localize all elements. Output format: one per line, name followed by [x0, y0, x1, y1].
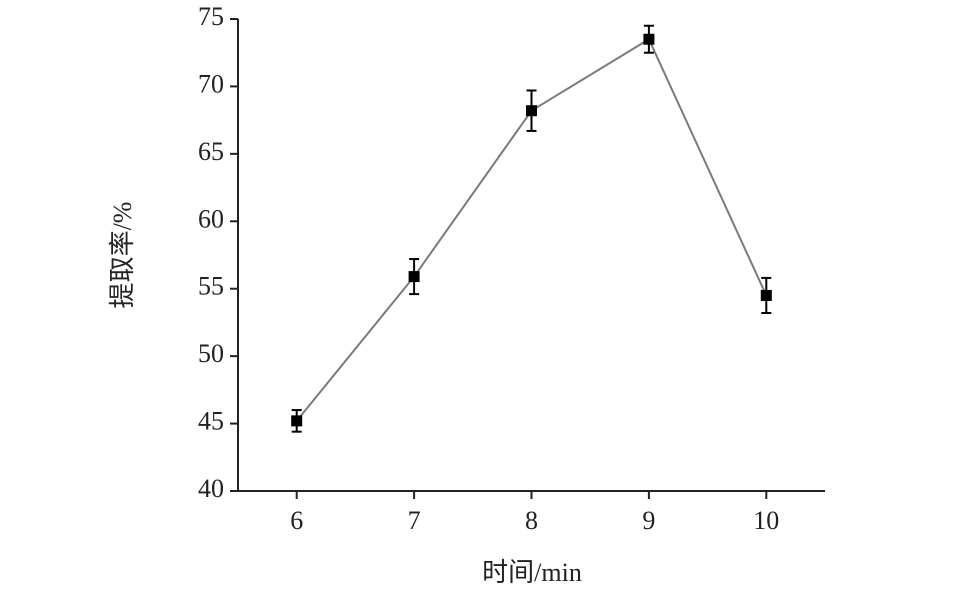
y-tick-label: 45 — [198, 407, 224, 436]
y-tick-label: 50 — [198, 339, 224, 368]
x-axis-label: 时间/min — [482, 558, 582, 587]
y-tick-label: 40 — [198, 474, 224, 503]
y-tick-label: 65 — [198, 137, 224, 166]
x-tick-label: 8 — [525, 506, 538, 535]
marker — [291, 415, 303, 427]
marker — [643, 33, 655, 45]
y-tick-label: 70 — [198, 69, 224, 98]
marker — [408, 271, 420, 283]
x-tick-label: 6 — [290, 506, 303, 535]
x-tick-label: 10 — [753, 506, 779, 535]
y-tick-label: 60 — [198, 204, 224, 233]
x-tick-label: 7 — [408, 506, 421, 535]
x-tick-label: 9 — [642, 506, 655, 535]
y-tick-label: 55 — [198, 272, 224, 301]
y-axis-label: 提取率/% — [108, 202, 137, 309]
marker — [760, 289, 772, 301]
y-tick-label: 75 — [198, 2, 224, 31]
marker — [526, 105, 537, 117]
